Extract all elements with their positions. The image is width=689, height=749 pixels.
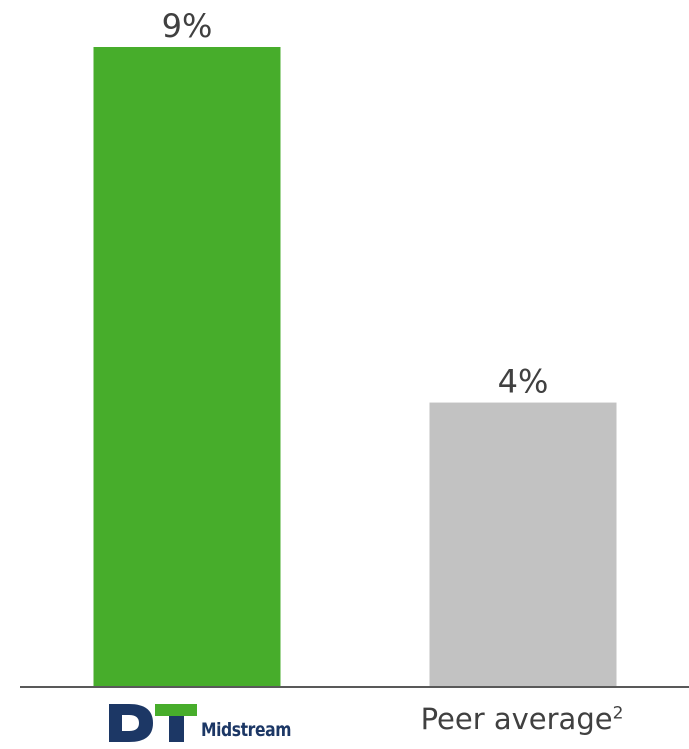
dt-midstream-logo: Midstream xyxy=(109,702,299,748)
data-label-peer-average: 4% xyxy=(498,363,549,401)
category-label-text: Peer average xyxy=(420,702,613,736)
bar-peer-average xyxy=(429,402,617,687)
logo-letter-t-stem xyxy=(169,716,184,742)
logo-letter-t-bar xyxy=(155,704,197,716)
value-labels-group: 9% 4% xyxy=(162,7,549,401)
dt-logo-mark-icon xyxy=(109,704,197,742)
logo-wordmark: Midstream xyxy=(201,719,292,741)
data-label-dt-midstream: 9% xyxy=(162,7,213,45)
bars-group xyxy=(93,47,617,687)
category-label-peer-average: Peer average2 xyxy=(360,702,684,736)
footnote-marker: 2 xyxy=(612,703,624,724)
logo-letter-d xyxy=(109,704,153,742)
bar-dt-midstream xyxy=(93,47,281,687)
